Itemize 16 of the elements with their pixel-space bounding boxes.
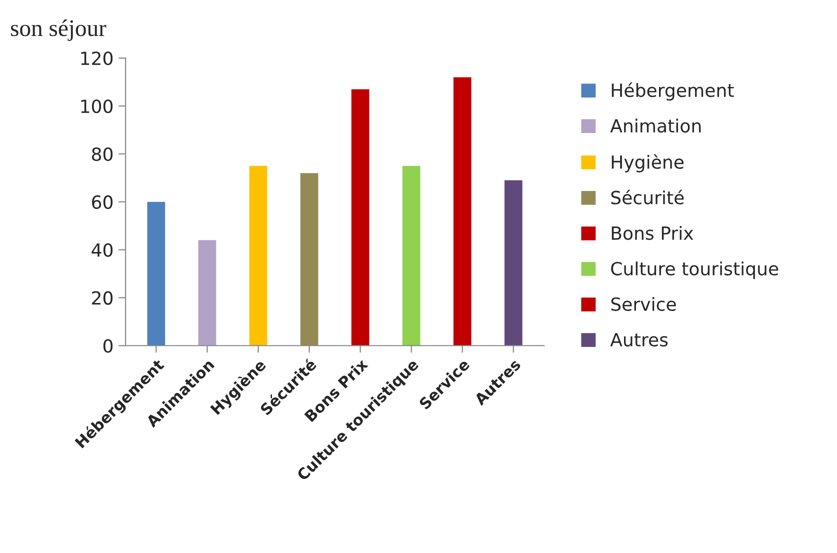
legend-label: Hébergement xyxy=(612,82,734,101)
y-tick-label: 0 xyxy=(103,339,113,353)
legend-label: Service xyxy=(611,297,676,312)
legend-label: Culture touristique xyxy=(611,262,778,279)
y-tick-label: 20 xyxy=(92,291,113,305)
legend-label: Animation xyxy=(610,118,701,133)
y-tick-label: 40 xyxy=(92,243,113,257)
y-tick-label: 80 xyxy=(92,147,113,162)
legend-label: Hygiène xyxy=(612,154,684,172)
legend-label: Autres xyxy=(610,333,668,347)
y-tick-label: 100 xyxy=(81,99,113,114)
y-tick-label: 120 xyxy=(81,52,113,66)
legend-label: Bons Prix xyxy=(612,226,694,240)
y-tick-label: 60 xyxy=(92,195,113,209)
chart-title: son séjour xyxy=(11,20,106,41)
legend-label: Sécurité xyxy=(611,190,684,204)
